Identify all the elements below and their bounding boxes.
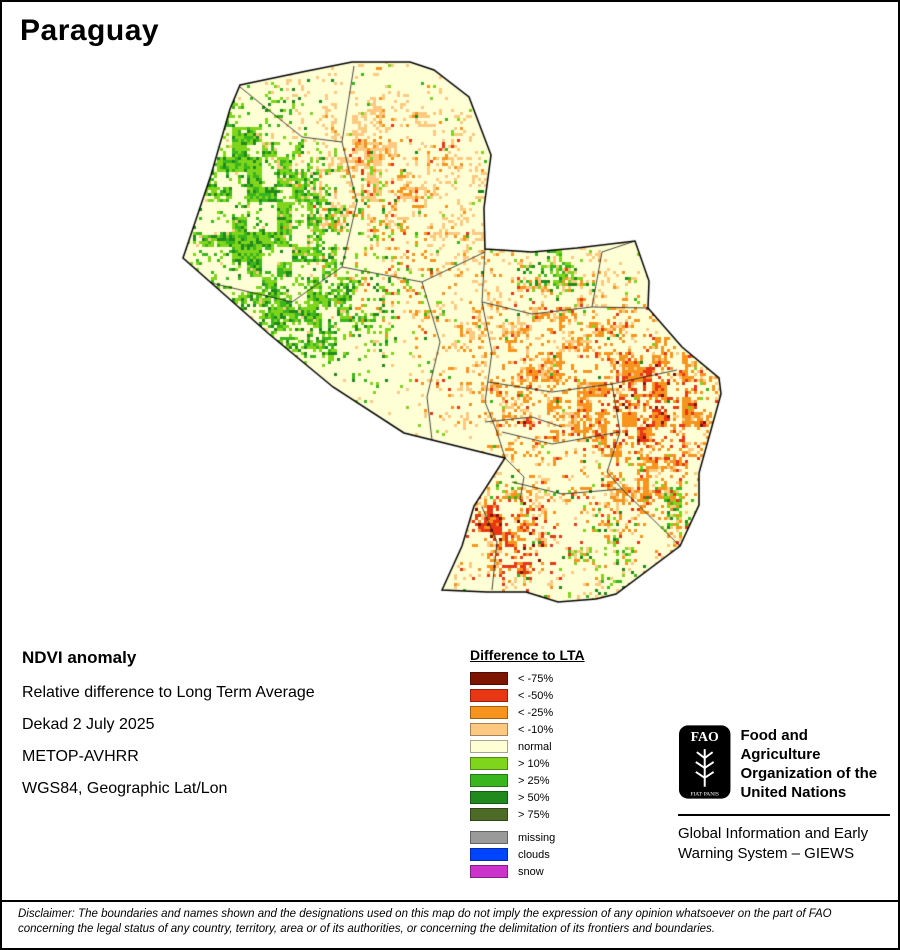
legend-label: < -25% [518, 706, 554, 719]
legend-row: > 10% [470, 757, 585, 770]
legend-label: snow [518, 865, 544, 878]
legend-label: < -10% [518, 723, 554, 736]
fao-logo-text: FAO [691, 729, 719, 744]
legend-label: > 10% [518, 757, 550, 770]
legend-entries: < -75% < -50% < -25% < -10% normal > 10% > 25%… [470, 672, 585, 821]
legend-swatch [470, 865, 508, 878]
legend-label: > 50% [518, 791, 550, 804]
legend-swatch [470, 757, 508, 770]
legend-swatch [470, 831, 508, 844]
legend-title: Difference to LTA [470, 647, 585, 663]
wheat-icon [695, 749, 715, 787]
page-title: Paraguay [20, 14, 160, 47]
organization-name-line: Food and Agriculture [740, 727, 821, 763]
legend-extra-entries: missing clouds snow [470, 831, 585, 878]
info-projection: WGS84, Geographic Lat/Lon [22, 780, 228, 797]
legend-row: normal [470, 740, 585, 753]
legend-swatch [470, 774, 508, 787]
legend-row: < -10% [470, 723, 585, 736]
legend-label: < -75% [518, 672, 554, 685]
legend-swatch [470, 723, 508, 736]
legend-row: < -50% [470, 689, 585, 702]
disclaimer-text: Disclaimer: The boundaries and names sho… [18, 908, 832, 935]
footer-divider [2, 900, 898, 902]
legend-swatch [470, 740, 508, 753]
legend-swatch [470, 808, 508, 821]
legend-swatch [470, 706, 508, 719]
legend-label: < -50% [518, 689, 554, 702]
legend-label: clouds [518, 848, 550, 861]
legend-swatch [470, 848, 508, 861]
organization-block: FAO FIAT·PANIS Food and Agriculture Orga… [678, 724, 890, 864]
organization-name-line: Organization of the [740, 765, 878, 782]
legend-extra-row: missing [470, 831, 585, 844]
org-divider [678, 814, 890, 816]
map-info-block: NDVI anomaly Relative difference to Long… [22, 648, 315, 812]
legend-extra-row: clouds [470, 848, 585, 861]
legend-label: missing [518, 831, 556, 844]
organization-name-line: United Nations [740, 784, 847, 801]
info-relative-difference: Relative difference to Long Term Average [22, 684, 315, 701]
organization-header: FAO FIAT·PANIS Food and Agriculture Orga… [678, 724, 890, 802]
info-dekad: Dekad 2 July 2025 [22, 716, 155, 733]
legend-row: < -25% [470, 706, 585, 719]
giews-label-line: Warning System – GIEWS [678, 845, 855, 862]
legend-extra-row: snow [470, 865, 585, 878]
info-ndvi-anomaly: NDVI anomaly [22, 648, 137, 667]
organization-name: Food and Agriculture Organization of the… [740, 724, 890, 802]
legend-swatch [470, 672, 508, 685]
fao-logo: FAO FIAT·PANIS [678, 725, 731, 799]
legend-swatch [470, 689, 508, 702]
ndvi-map-canvas [172, 52, 732, 622]
legend-row: > 75% [470, 808, 585, 821]
legend-label: > 25% [518, 774, 550, 787]
legend-label: normal [518, 740, 552, 753]
legend-swatch [470, 791, 508, 804]
giews-label: Global Information and Early Warning Sys… [678, 824, 890, 864]
legend-label: > 75% [518, 808, 550, 821]
legend-row: < -75% [470, 672, 585, 685]
legend: Difference to LTA < -75% < -50% < -25% < -1… [470, 647, 585, 882]
legend-row: > 25% [470, 774, 585, 787]
giews-label-line: Global Information and Early [678, 825, 869, 842]
info-sensor: METOP-AVHRR [22, 748, 139, 765]
fao-logo-motto: FIAT·PANIS [690, 792, 719, 798]
legend-row: > 50% [470, 791, 585, 804]
